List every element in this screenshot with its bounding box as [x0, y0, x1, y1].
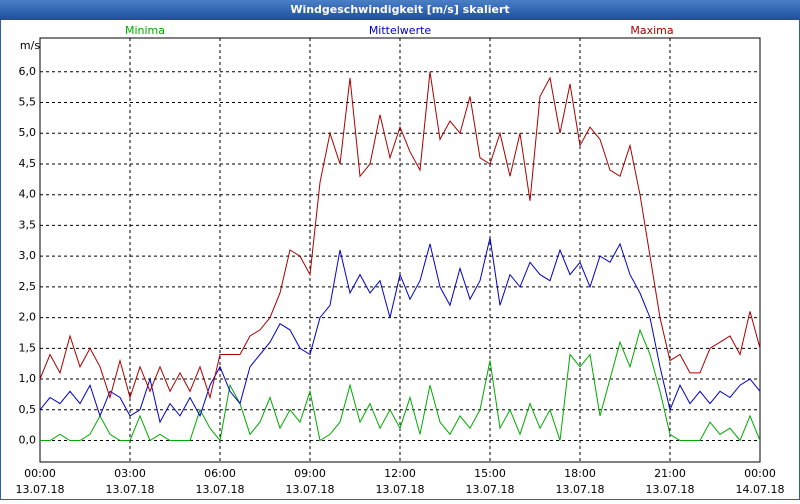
y-tick-label: 2,0 [19, 311, 37, 324]
y-tick-label: 1,0 [19, 372, 37, 385]
x-tick-label: 00:00 [744, 467, 776, 480]
x-tick-date: 13.07.18 [286, 483, 335, 496]
legend-label: Minima [125, 24, 165, 37]
y-tick-label: 0,5 [19, 403, 37, 416]
x-tick-label: 18:00 [564, 467, 596, 480]
x-tick-date: 13.07.18 [16, 483, 65, 496]
y-tick-label: 1,5 [19, 341, 37, 354]
x-tick-label: 21:00 [654, 467, 686, 480]
chart-title: Windgeschwindigkeit [m/s] skaliert [290, 3, 509, 16]
data-line [39, 71, 761, 400]
y-tick-label: 0,0 [19, 433, 37, 446]
title-bar [0, 0, 800, 20]
x-tick-label: 09:00 [294, 467, 326, 480]
y-axis-label: m/s [20, 39, 40, 52]
y-tick-label: 5,0 [19, 126, 37, 139]
y-tick-label: 5,5 [19, 96, 37, 109]
x-tick-date: 13.07.18 [196, 483, 245, 496]
x-tick-date: 13.07.18 [106, 483, 155, 496]
y-tick-label: 6,0 [19, 65, 37, 78]
x-tick-label: 06:00 [204, 467, 236, 480]
x-tick-label: 15:00 [474, 467, 506, 480]
x-tick-date: 13.07.18 [646, 483, 695, 496]
y-tick-label: 2,5 [19, 280, 37, 293]
legend-label: Maxima [630, 24, 673, 37]
x-tick-date: 13.07.18 [376, 483, 425, 496]
data-line [40, 328, 761, 442]
legend-label: Mittelwerte [369, 24, 432, 37]
x-tick-label: 12:00 [384, 467, 416, 480]
y-tick-label: 4,5 [19, 157, 37, 170]
y-tick-label: 3,5 [19, 218, 37, 231]
y-tick-label: 3,0 [19, 249, 37, 262]
x-tick-label: 03:00 [114, 467, 146, 480]
y-tick-label: 4,0 [19, 188, 37, 201]
x-tick-label: 00:00 [24, 467, 56, 480]
x-tick-date: 13.07.18 [556, 483, 605, 496]
x-tick-date: 13.07.18 [466, 483, 515, 496]
data-line [39, 237, 761, 424]
x-tick-date: 14.07.18 [736, 483, 785, 496]
